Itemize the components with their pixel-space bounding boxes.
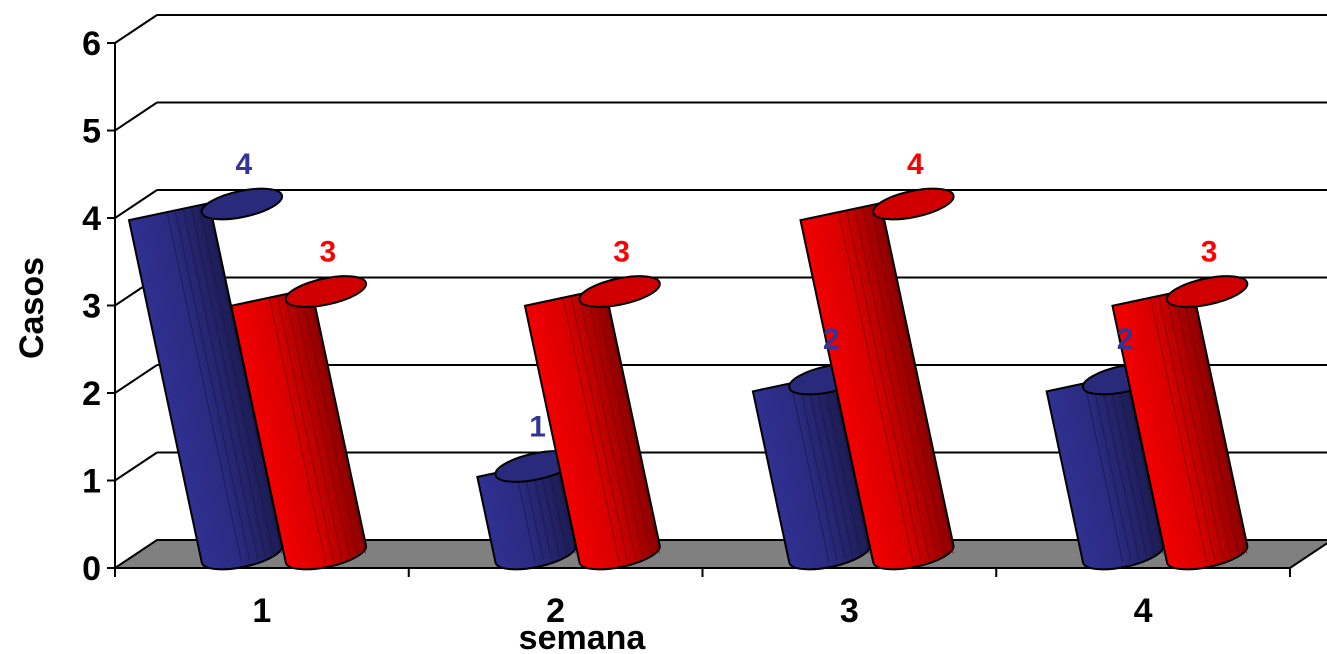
bar-body bbox=[230, 287, 368, 571]
data-label: 3 bbox=[320, 236, 337, 269]
data-label: 2 bbox=[823, 323, 840, 356]
bar-shade-line bbox=[1084, 383, 1124, 563]
tick-labels: 0 1 2 3 4 5 6 1 2 3 4 bbox=[82, 25, 1153, 630]
bar-shade-line bbox=[190, 206, 267, 558]
bar-shade-line bbox=[554, 460, 576, 554]
bar-shade-line bbox=[806, 379, 846, 559]
x-tick-label: 1 bbox=[252, 592, 271, 630]
bar-shade-line bbox=[1174, 292, 1232, 558]
bar bbox=[799, 187, 955, 571]
bar-shade-line bbox=[206, 203, 283, 554]
bar-top-cap bbox=[284, 275, 368, 308]
bar-shade-line bbox=[822, 376, 862, 556]
data-label: 4 bbox=[907, 148, 924, 181]
bar-shade-line bbox=[586, 292, 644, 558]
bar-shade-line bbox=[522, 467, 544, 561]
x-tick-label: 2 bbox=[546, 592, 565, 630]
y-tick-label: 4 bbox=[82, 200, 101, 238]
y-tick-label: 1 bbox=[82, 463, 101, 501]
data-label: 4 bbox=[236, 148, 253, 181]
bar-shade-line bbox=[300, 290, 359, 556]
data-label: 3 bbox=[1201, 236, 1218, 269]
bar-shade-line bbox=[1190, 289, 1248, 554]
data-labels: 4 3 1 3 2 4 2 3 bbox=[236, 148, 1218, 444]
bar-shade-line bbox=[1100, 379, 1140, 559]
bar-shade-line bbox=[870, 205, 946, 556]
bar-shade-line bbox=[1116, 376, 1156, 556]
bar-shade-line bbox=[814, 378, 854, 558]
bar-shade-line bbox=[1092, 381, 1132, 561]
bar-shade-line bbox=[546, 461, 568, 556]
wall-gridline bbox=[114, 14, 158, 44]
bar bbox=[1045, 362, 1165, 571]
bar-shade-line bbox=[602, 289, 660, 554]
bar bbox=[523, 275, 661, 571]
bar-shade-line bbox=[284, 294, 343, 559]
bar-top-cap bbox=[578, 275, 661, 308]
y-tick-label: 2 bbox=[82, 375, 101, 413]
bar-body bbox=[799, 201, 955, 571]
bar-shade-line bbox=[1124, 374, 1164, 554]
y-tick-label: 3 bbox=[82, 288, 101, 326]
data-label: 3 bbox=[613, 236, 630, 269]
data-label: 2 bbox=[1117, 323, 1134, 356]
bar-shade-line bbox=[854, 208, 930, 559]
data-label: 1 bbox=[529, 411, 546, 444]
bar-shade-line bbox=[570, 295, 628, 561]
bar-shade-line bbox=[862, 206, 938, 558]
bar-shade-line bbox=[1165, 294, 1224, 559]
bar-top-cap bbox=[200, 187, 284, 221]
bar-body bbox=[476, 458, 577, 571]
bar-body bbox=[523, 287, 661, 571]
bar bbox=[476, 450, 577, 571]
x-tick-label: 4 bbox=[1134, 592, 1153, 630]
bar-shade-line bbox=[798, 381, 838, 561]
y-tick-label: 6 bbox=[82, 25, 101, 63]
bar-shade-line bbox=[846, 210, 922, 561]
x-axis-title: semana bbox=[519, 619, 647, 654]
bar-top-cap bbox=[872, 187, 955, 221]
bar-body bbox=[1111, 287, 1249, 571]
bar-shade-line bbox=[198, 205, 275, 556]
bar-shade-line bbox=[166, 211, 243, 563]
bar-shade-line bbox=[276, 295, 335, 561]
bars bbox=[127, 187, 1249, 571]
bar-shade-line bbox=[594, 290, 652, 556]
bar-shade-line bbox=[1149, 297, 1208, 563]
bar-shade-line bbox=[838, 211, 914, 563]
bar-shade-line bbox=[292, 292, 351, 558]
bar-shade-line bbox=[538, 463, 560, 558]
bar-shade-line bbox=[530, 465, 552, 559]
y-tick-label: 0 bbox=[82, 550, 101, 588]
bar-shade-line bbox=[308, 289, 367, 554]
bar-shade-line bbox=[514, 468, 536, 563]
wall-gridline bbox=[114, 364, 158, 394]
bar-shade-line bbox=[878, 203, 954, 554]
bar-shade-line bbox=[174, 210, 251, 561]
bar-shade-line bbox=[790, 383, 830, 563]
bar-shade-line bbox=[1108, 378, 1148, 558]
x-tick-label: 3 bbox=[840, 592, 859, 630]
bar-shade-line bbox=[830, 374, 870, 554]
wall-gridline bbox=[114, 451, 158, 482]
bar-shade-line bbox=[1182, 290, 1240, 556]
bar bbox=[127, 187, 284, 571]
wall-gridline bbox=[114, 189, 158, 219]
bar-shade-line bbox=[562, 297, 620, 563]
bar-shade-line bbox=[1157, 295, 1216, 561]
bar-body bbox=[1045, 373, 1165, 571]
bar-shade-line bbox=[578, 294, 636, 559]
bar-top-cap bbox=[1165, 275, 1249, 308]
bar bbox=[230, 275, 368, 571]
y-tick-label: 5 bbox=[82, 113, 101, 151]
bar bbox=[1111, 275, 1249, 571]
bar-shade-line bbox=[268, 297, 327, 563]
bar-shade-line bbox=[182, 208, 259, 559]
bar-body bbox=[751, 373, 871, 571]
wall-gridline bbox=[114, 101, 158, 132]
y-axis-title: Casos bbox=[13, 257, 51, 359]
bar-body bbox=[127, 201, 284, 571]
